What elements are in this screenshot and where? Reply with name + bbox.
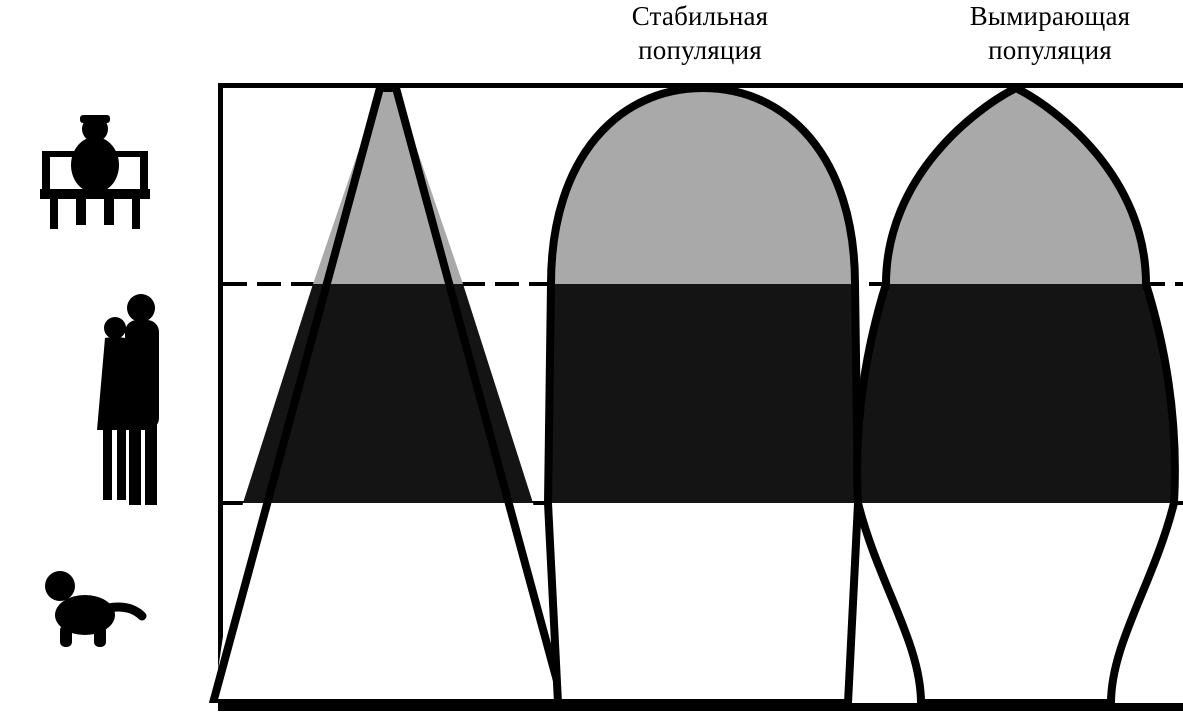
title-stable: Стабильная популяция [570,0,830,68]
crawling-child-icon [30,560,150,650]
pyramid-stable [540,88,866,703]
chart-inner [223,88,1183,703]
title-declining: Вымирающая популяция [920,0,1180,68]
elderly-person-on-bench-icon [30,105,160,235]
pyramid-declining [850,88,1182,703]
age-icons-column [0,90,195,700]
chart-frame [218,83,1183,711]
title-declining-line2: популяция [988,35,1112,65]
titles-row: Стабильная популяция Вымирающая популяци… [0,0,1183,70]
title-declining-line1: Вымирающая [970,1,1131,31]
title-stable-line1: Стабильная [632,1,769,31]
pyramid-growing [205,88,571,703]
title-stable-line2: популяция [638,35,762,65]
adult-couple-icon [85,290,175,520]
